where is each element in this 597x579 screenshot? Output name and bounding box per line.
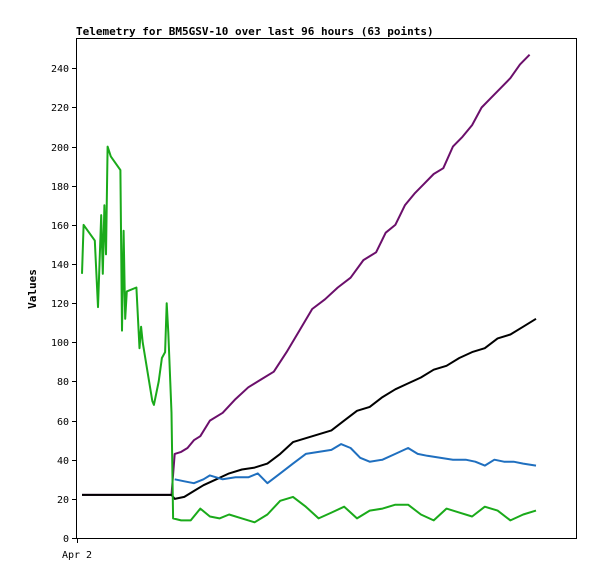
y-tick-label: 240 [51,64,69,75]
x-axis-ticks: Apr 2 [62,538,92,561]
x-tick-label: Apr 2 [62,550,92,561]
y-tick-label: 60 [57,417,69,428]
chart-title: Telemetry for BM5GSV-10 over last 96 hou… [76,25,434,38]
y-tick-label: 100 [51,338,69,349]
y-tick-label: 0 [63,534,69,545]
y-tick-label: 40 [57,456,69,467]
y-tick-label: 20 [57,495,69,506]
y-tick-label: 200 [51,143,69,154]
y-tick-label: 180 [51,182,69,193]
plot-frame [76,38,577,539]
series-green-line [81,145,537,524]
y-tick-label: 220 [51,103,69,114]
series-blue-line [174,443,537,485]
series-purple-line [82,53,531,496]
y-tick-label: 80 [57,377,69,388]
series-black-line [82,317,537,500]
y-tick-label: 140 [51,260,69,271]
y-axis-ticks: 0 20 40 60 80 100 120 140 160 180 200 220 240 [51,64,77,545]
series-layer [81,53,537,524]
y-tick-label: 120 [51,299,69,310]
y-axis-label: Values [26,269,39,309]
y-tick-label: 160 [51,221,69,232]
